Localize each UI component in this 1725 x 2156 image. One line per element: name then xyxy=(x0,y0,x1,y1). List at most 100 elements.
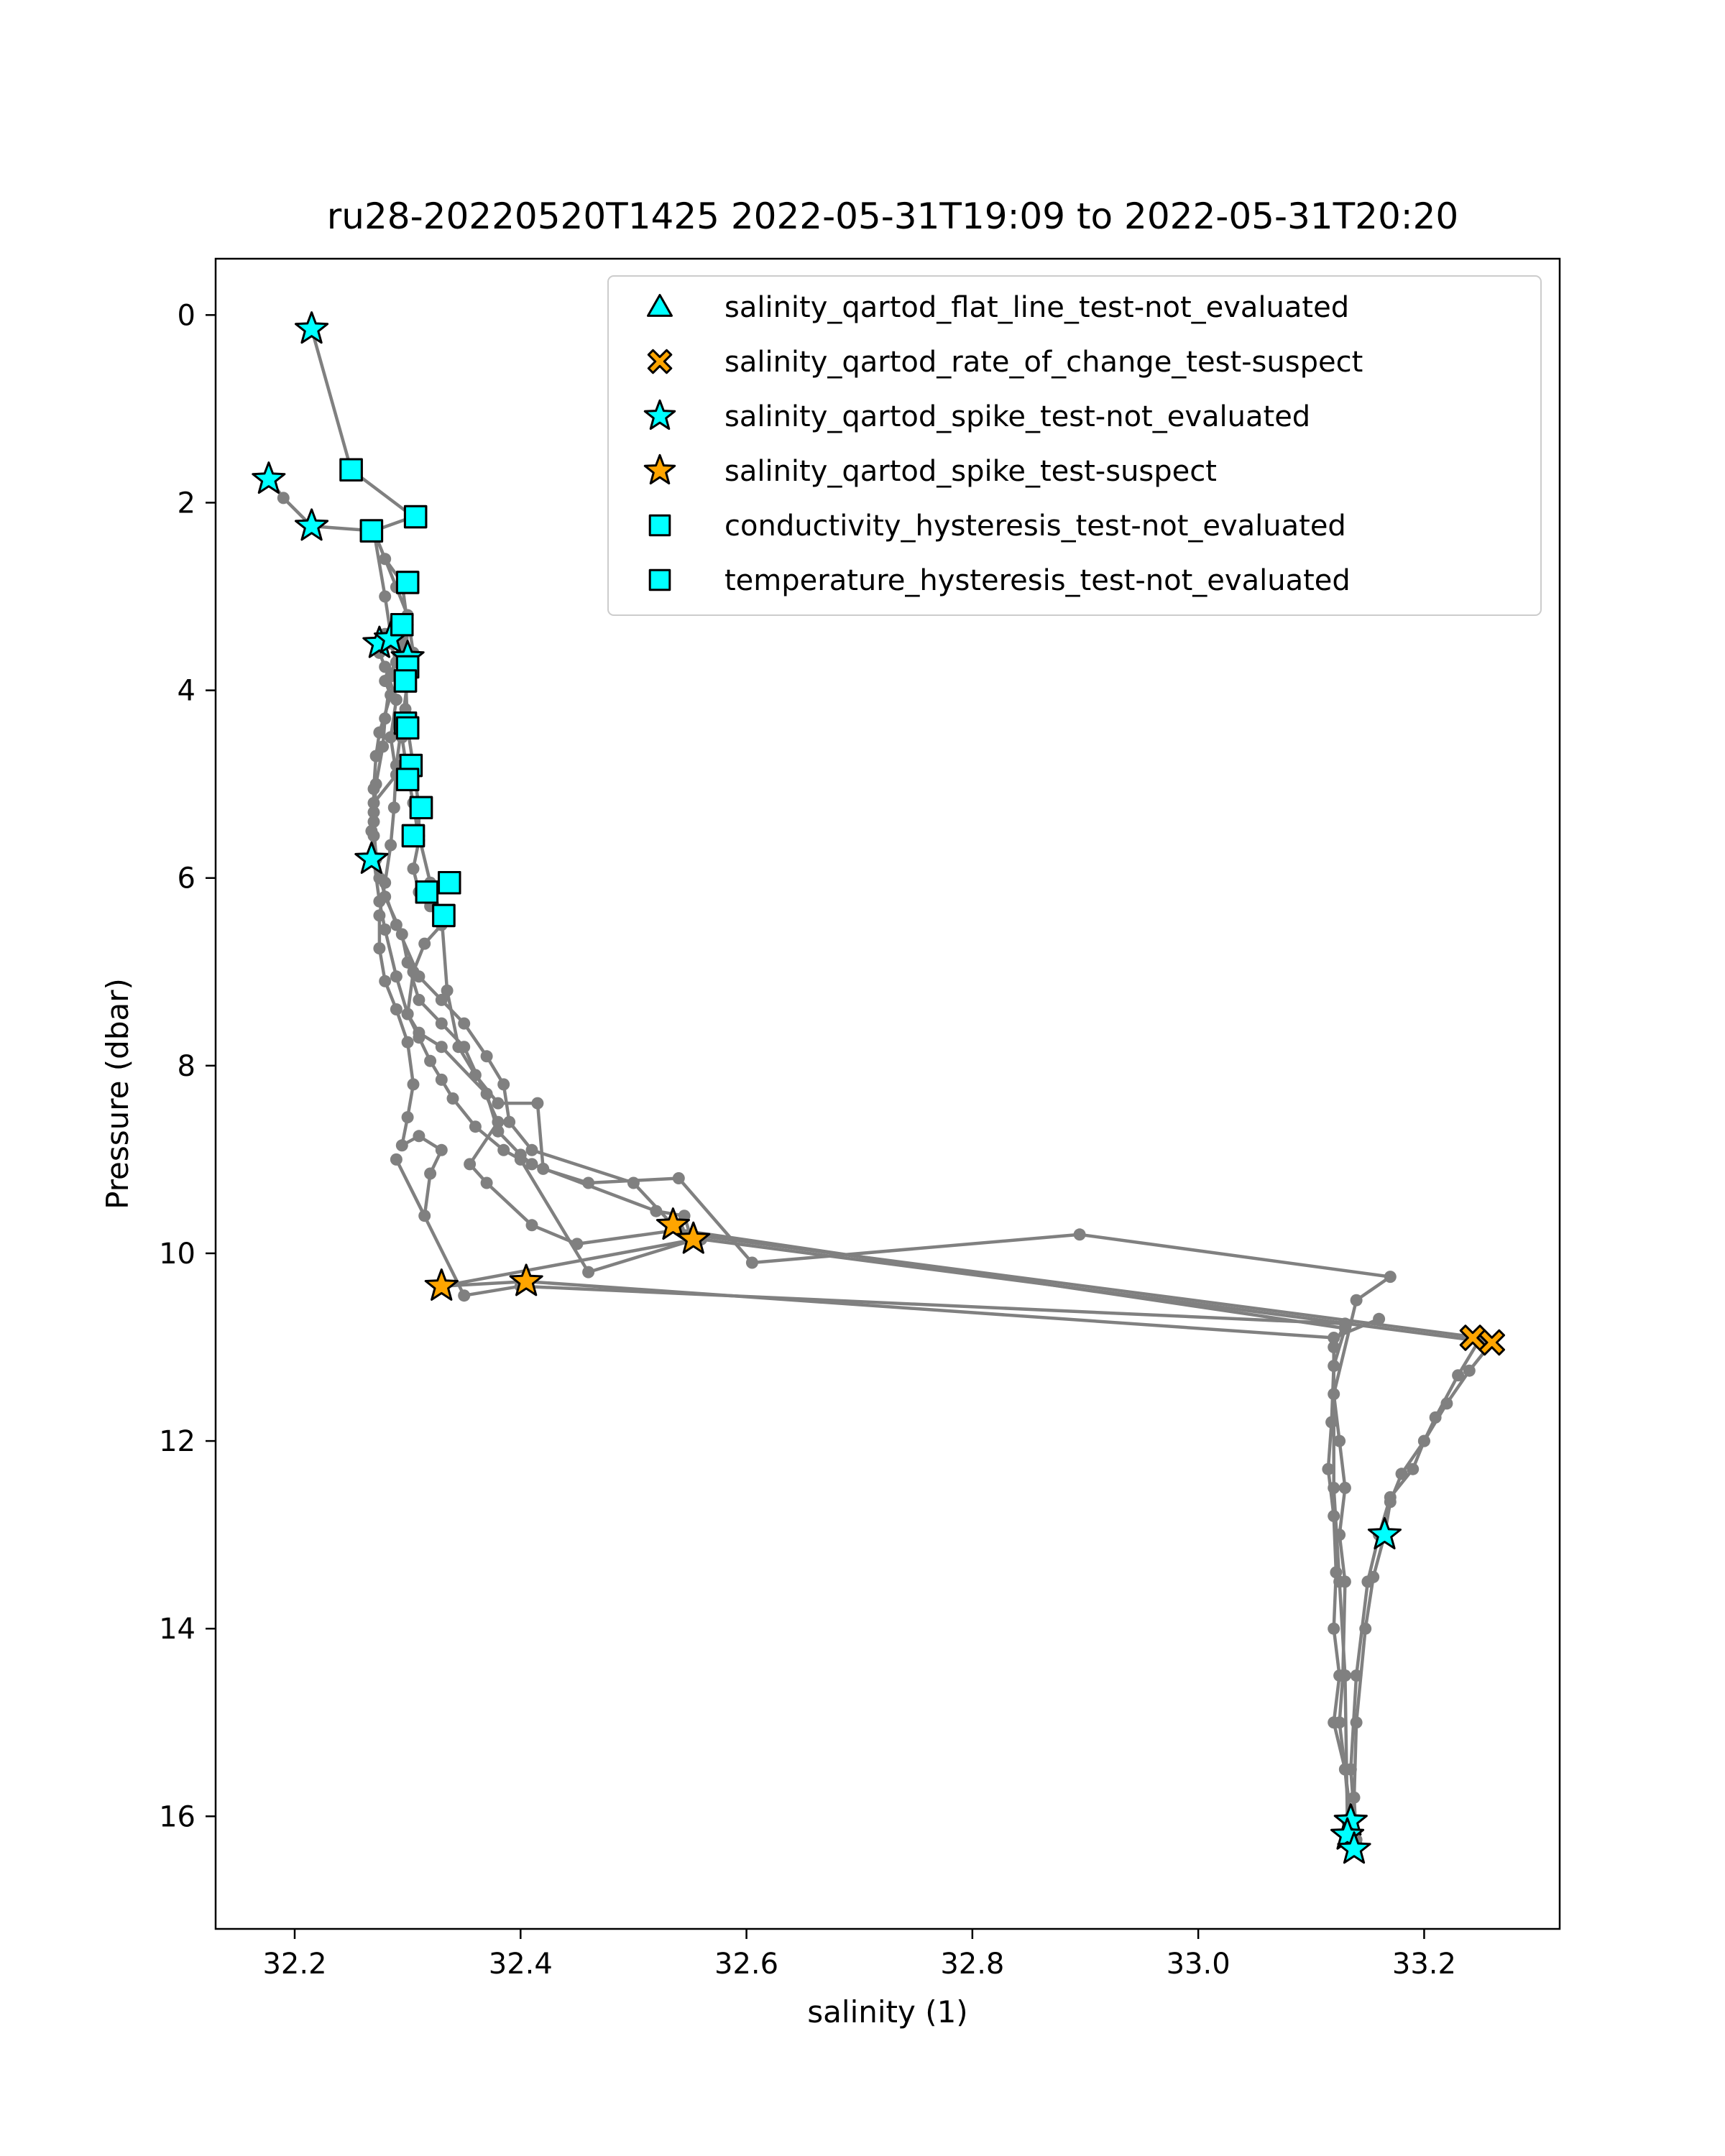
profile-point xyxy=(1348,1791,1361,1804)
profile-point xyxy=(1333,1434,1346,1447)
profile-point xyxy=(369,778,382,791)
profile-point xyxy=(492,1115,505,1128)
profile-point xyxy=(1073,1228,1086,1241)
profile-point xyxy=(1395,1468,1408,1480)
qc-marker-star xyxy=(1330,1817,1365,1850)
qc-marker-star xyxy=(295,311,329,344)
legend-marker-square xyxy=(648,568,671,591)
legend-marker-square xyxy=(648,514,671,537)
legend-entry-label: temperature_hysteresis_test-not_evaluate… xyxy=(724,564,1351,597)
profile-point xyxy=(424,1054,437,1067)
profile-point xyxy=(390,1153,402,1166)
profile-point xyxy=(435,1143,448,1156)
profile-point xyxy=(390,694,402,706)
profile-point xyxy=(1350,1716,1363,1729)
profile-point xyxy=(387,801,400,814)
profile-point xyxy=(379,923,392,936)
qc-marker-square xyxy=(401,824,426,848)
x-axis-label: salinity (1) xyxy=(807,1994,967,2030)
legend-marker-triangle xyxy=(647,294,673,317)
qc-marker-square xyxy=(395,571,420,594)
profile-point xyxy=(1338,1317,1351,1330)
profile-point xyxy=(1417,1434,1430,1447)
profile-point xyxy=(385,731,397,744)
profile-point xyxy=(395,928,408,941)
profile-point xyxy=(1328,1622,1340,1635)
profile-point xyxy=(413,993,426,1006)
profile-point xyxy=(413,1031,426,1044)
qc-marker-star xyxy=(1367,1516,1402,1549)
y-tick-label: 14 xyxy=(159,1613,196,1646)
x-axis: 32.2 32.4 32.6 32.8 33.0 33.2 xyxy=(262,1929,1456,1981)
profile-point xyxy=(413,1130,426,1143)
profile-point xyxy=(401,1036,414,1049)
profile-point xyxy=(1359,1622,1372,1635)
profile-point xyxy=(435,1017,448,1030)
qc-marker-star xyxy=(656,1207,690,1240)
profile-point xyxy=(525,1158,538,1171)
profile-point xyxy=(435,993,448,1006)
legend-entry-label: salinity_qartod_spike_test-not_evaluated xyxy=(724,400,1310,433)
y-tick-label: 0 xyxy=(178,299,196,332)
profile-point xyxy=(407,965,420,978)
profile-point xyxy=(525,1219,538,1232)
profile-point xyxy=(401,1111,414,1124)
profile-point xyxy=(672,1172,685,1184)
y-tick-label: 4 xyxy=(178,675,196,708)
profile-point xyxy=(379,712,392,725)
profile-point xyxy=(1328,1481,1340,1494)
legend-marker-star xyxy=(643,399,676,430)
profile-point xyxy=(1463,1364,1476,1377)
profile-point xyxy=(492,1097,505,1110)
y-tick-label: 12 xyxy=(159,1425,196,1458)
profile-point xyxy=(407,862,420,875)
y-tick-label: 6 xyxy=(178,862,196,895)
profile-point xyxy=(1407,1462,1420,1475)
profile-point xyxy=(458,1289,471,1302)
qc-marker-x xyxy=(1478,1329,1505,1356)
profile-point xyxy=(1384,1271,1397,1284)
profile-point xyxy=(441,984,454,997)
profile-point xyxy=(503,1115,516,1128)
qc-marker-square xyxy=(390,612,414,637)
legend-marker-x xyxy=(647,349,673,374)
y-tick-label: 16 xyxy=(159,1800,196,1833)
profile-point xyxy=(418,1210,431,1222)
profile-point xyxy=(469,1120,482,1133)
profile-point xyxy=(407,1078,420,1091)
qc-marker-star xyxy=(424,1268,459,1301)
qc-marker-square xyxy=(403,505,428,529)
legend-entry-label: salinity_qartod_rate_of_change_test-susp… xyxy=(724,346,1363,379)
qc-marker-square xyxy=(409,796,433,820)
profile-point xyxy=(379,876,392,889)
qc-marker-star xyxy=(676,1221,711,1254)
y-axis-label: Pressure (dbar) xyxy=(100,978,135,1210)
profile-point xyxy=(385,839,397,852)
qc-marker-star xyxy=(509,1263,543,1296)
profile-point xyxy=(435,1041,448,1054)
profile-point xyxy=(401,956,414,969)
x-tick-label: 33.0 xyxy=(1167,1948,1230,1981)
chart-title: ru28-20220520T1425 2022-05-31T19:09 to 2… xyxy=(327,195,1459,237)
y-tick-label: 10 xyxy=(159,1238,196,1271)
profile-point xyxy=(390,970,402,983)
profile-point xyxy=(1322,1462,1335,1475)
profile-point xyxy=(1373,1312,1386,1325)
profile-point xyxy=(1328,1341,1340,1353)
profile-point xyxy=(1325,1416,1338,1429)
qc-marker-square xyxy=(395,768,420,791)
profile-point xyxy=(464,1158,477,1171)
qc-marker-square xyxy=(359,519,384,543)
legend: salinity_qartod_flat_line_test-not_evalu… xyxy=(607,275,1542,616)
profile-point xyxy=(418,937,431,950)
legend-entry-label: salinity_qartod_flat_line_test-not_evalu… xyxy=(724,291,1349,324)
profile-point xyxy=(373,942,386,955)
profile-point xyxy=(497,1143,510,1156)
profile-point xyxy=(627,1176,640,1189)
profile-point xyxy=(435,1073,448,1086)
profile-point xyxy=(390,1003,402,1015)
profile-point xyxy=(480,1176,493,1189)
profile-point xyxy=(373,909,386,922)
legend-entry-label: salinity_qartod_spike_test-suspect xyxy=(724,455,1217,488)
profile-point xyxy=(395,1139,408,1152)
